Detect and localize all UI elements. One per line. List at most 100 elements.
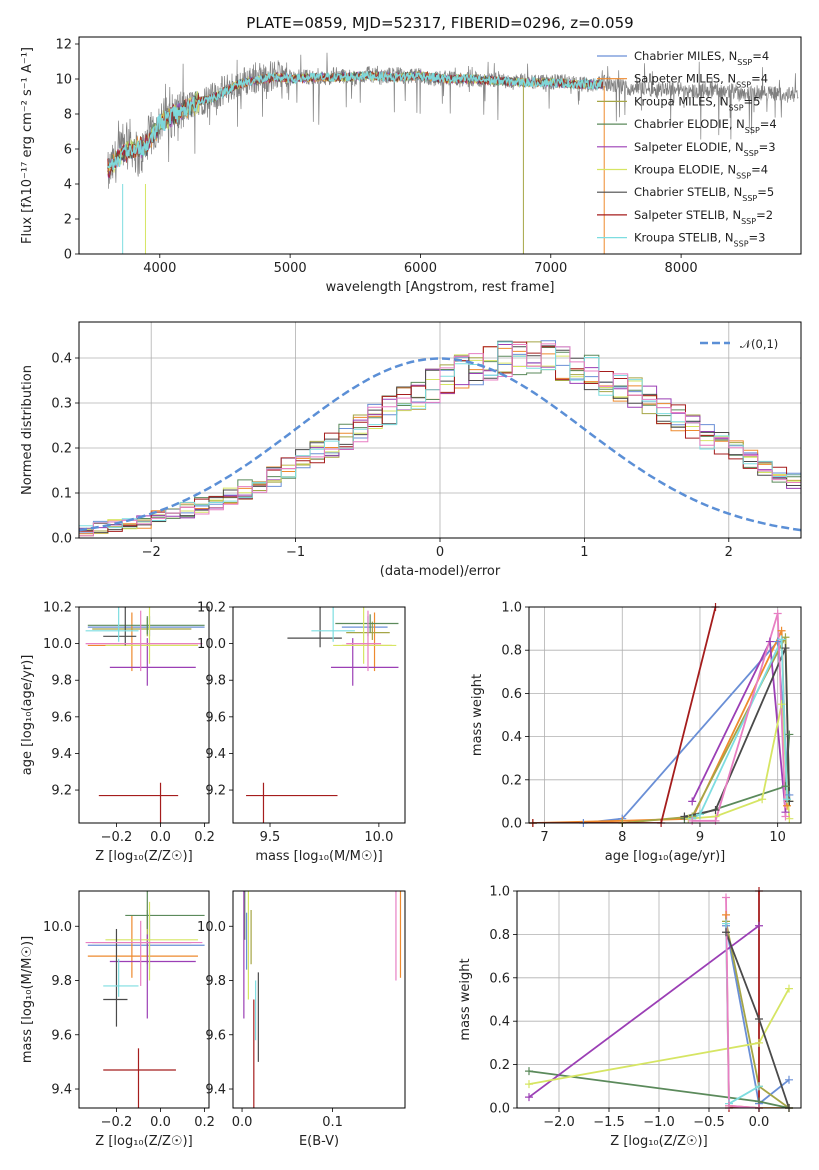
model-spectrum-line [107,71,604,170]
x-tick-label: 8 [618,830,626,845]
y-tick-label: 10 [55,73,72,88]
mass-weight-marker [755,1038,763,1047]
legend-entry: Kroupa STELIB, NSSP=3 [634,231,765,249]
y-tick-label: 1.0 [489,885,510,900]
mass-weight-marker [777,700,786,709]
model-spectrum-line [107,71,604,175]
plot-area [85,607,205,823]
mass-weight-marker [781,644,790,653]
mass-weight-marker [785,984,793,993]
x-tick-label: 7000 [534,261,567,276]
plot-area [79,340,801,538]
x-tick-label: 0 [436,545,444,560]
x-axis-label: Z [log₁₀(Z/Z☉)] [95,1134,192,1149]
residuals-legend: 𝒩(0,1) [700,337,778,351]
y-tick-label: 10.2 [197,601,226,616]
legend-entry: Chabrier STELIB, NSSP=5 [634,185,774,203]
spectrum-plot: 4000 5000 6000 7000 8000 0 2 4 6 8 10 12 wavelength … [20,36,802,295]
x-tick-label: 9.5 [260,830,281,845]
y-axis-label: age [log₁₀(age/yr)] [20,655,35,776]
massweight-vs-Z-plot: −2.0 −1.5 −1.0 −0.5 0.0 0.0 0.2 0.4 0.6 0.8 1.0 Z [… [458,885,802,1149]
x-tick-label: 9 [696,830,704,845]
y-tick-label: 0.4 [51,352,72,367]
y-tick-label: 12 [55,38,72,53]
y-tick-label: 0.0 [51,532,72,547]
x-tick-label: −1.0 [643,1115,675,1130]
y-axis-label: mass weight [470,674,485,756]
y-tick-label: 4 [64,178,72,193]
x-axis-label: age [log₁₀(age/yr)] [605,849,726,864]
x-tick-label: 5000 [274,261,307,276]
x-tick-label: 0.0 [749,1115,770,1130]
model-spectrum-line [107,70,604,179]
x-tick-label: 0.1 [322,1115,343,1130]
y-tick-label: 9.6 [205,710,226,725]
y-tick-label: 2 [64,213,72,228]
y-tick-label: 10.0 [43,920,72,935]
legend-entry: Salpeter ELODIE, NSSP=3 [634,140,776,158]
legend-entry: Salpeter STELIB, NSSP=2 [634,208,773,226]
x-tick-label: −0.2 [101,1115,133,1130]
y-tick-label: 9.4 [51,747,72,762]
x-tick-label: 0.2 [194,1115,215,1130]
y-tick-label: 9.4 [205,747,226,762]
y-tick-label: 1.0 [501,601,522,616]
legend-entry: Salpeter MILES, NSSP=4 [634,72,768,90]
mass-weight-marker [781,812,790,821]
mass-weight-marker [711,816,720,825]
y-tick-label: 10.2 [43,601,72,616]
age-vs-mass-plot: 9.5 10.0 9.2 9.4 9.6 9.8 10.0 10.2 mass [log₁₀(M… [197,601,406,864]
y-tick-label: 0.2 [489,1058,510,1073]
mass-weight-marker [695,810,704,819]
mass-weight-marker [781,782,790,791]
y-tick-label: 6 [64,143,72,158]
mass-weight-marker [525,1093,533,1102]
x-tick-label: 8000 [665,261,698,276]
y-tick-label: 9.8 [51,974,72,989]
axes-frame [78,890,210,1109]
y-tick-label: 9.8 [205,674,226,689]
spectrum-title: PLATE=0859, MJD=52317, FIBERID=0296, z=0… [246,14,633,32]
y-tick-label: 8 [64,108,72,123]
y-tick-label: 9.6 [205,1028,226,1043]
x-tick-label: 0.0 [150,1115,171,1130]
y-tick-label: 10.0 [43,637,72,652]
mass-weight-marker [755,921,763,930]
y-tick-label: 0 [64,248,72,263]
mass-weight-marker [711,806,720,815]
x-axis-label: wavelength [Angstrom, rest frame] [326,280,555,295]
y-axis-label: Normed distribution [20,365,35,495]
y-axis-label: mass [log₁₀(M/M☉)] [20,936,35,1063]
mass-weight-marker [777,635,786,644]
massweight-vs-age-plot: 7 8 9 10 0.0 0.2 0.4 0.6 0.8 1.0 age [log₁₀(age/yr… [470,601,802,864]
mass-weight-line [532,607,717,823]
x-axis-label: Z [log₁₀(Z/Z☉)] [95,849,192,864]
mass-weight-marker [525,1080,533,1089]
mass-weight-marker [765,637,774,646]
x-tick-label: −2 [142,545,161,560]
mass-weight-marker [785,730,794,739]
x-tick-label: −0.5 [693,1115,725,1130]
x-axis-label: mass [log₁₀(M/M☉)] [255,849,382,864]
legend-entry: Kroupa ELODIE, NSSP=4 [634,163,768,181]
y-tick-label: 10.0 [197,920,226,935]
normal-reference-curve [79,357,801,532]
mass-weight-line [692,613,787,822]
plot-area [243,891,402,1108]
x-tick-label: −1 [286,545,305,560]
residuals-plot: −2 −1 0 1 2 0.0 0.1 0.2 0.3 0.4 (data-model)/error… [20,321,802,579]
x-axis-label: Z [log₁₀(Z/Z☉)] [610,1134,707,1149]
mass-weight-marker [755,1015,763,1024]
x-tick-label: 1 [580,545,588,560]
y-tick-label: 0.4 [489,1015,510,1030]
mass-weight-marker [773,609,782,618]
y-tick-label: 0.0 [489,1102,510,1117]
y-tick-label: 9.8 [51,674,72,689]
y-axis-label: Flux [fλ10⁻¹⁷ erg cm⁻² s⁻¹ A⁻¹] [20,47,35,244]
x-tick-label: 0.0 [150,830,171,845]
x-tick-label: 2 [725,545,733,560]
y-tick-label: 0.2 [51,442,72,457]
plot-area [107,52,799,254]
mass-weight-marker [785,1075,793,1084]
x-tick-label: 0.2 [194,830,215,845]
